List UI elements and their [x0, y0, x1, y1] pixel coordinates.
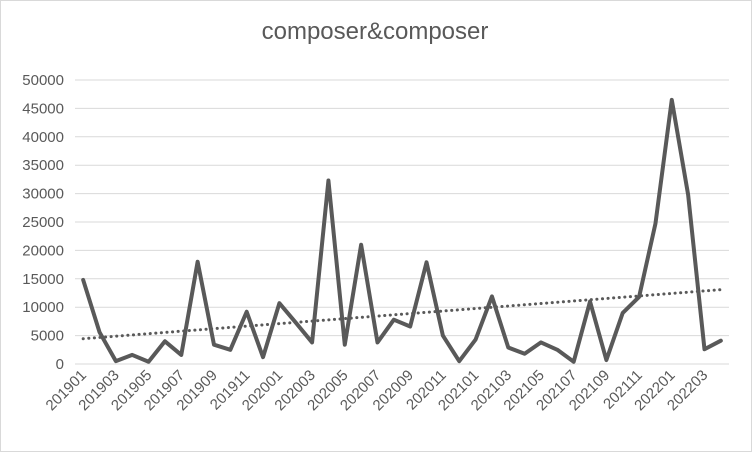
data-point	[408, 325, 412, 329]
data-point	[457, 359, 461, 363]
data-point	[604, 358, 608, 362]
data-point	[114, 359, 118, 363]
data-point	[196, 260, 200, 264]
y-tick-label: 50000	[22, 72, 64, 89]
data-point	[441, 334, 445, 338]
data-point	[163, 339, 167, 343]
data-point	[130, 353, 134, 357]
data-point	[245, 310, 249, 314]
data-point	[686, 193, 690, 197]
x-axis-tick-labels: 2019012019032019052019072019092019112020…	[43, 367, 712, 414]
data-point	[670, 98, 674, 102]
y-tick-label: 35000	[22, 157, 64, 174]
data-point	[359, 243, 363, 247]
y-tick-label: 0	[56, 356, 64, 373]
data-point	[588, 300, 592, 304]
data-point	[621, 311, 625, 315]
trendline	[81, 288, 723, 341]
data-point	[392, 318, 396, 322]
y-tick-label: 30000	[22, 186, 64, 203]
data-point	[572, 360, 576, 364]
y-tick-label: 25000	[22, 214, 64, 231]
data-point	[147, 360, 151, 364]
data-point	[326, 179, 330, 183]
chart-title: composer&composer	[261, 18, 489, 45]
y-tick-label: 15000	[22, 271, 64, 288]
data-point	[490, 294, 494, 298]
data-point	[653, 222, 657, 226]
data-point	[98, 330, 102, 334]
data-point	[81, 278, 85, 282]
data-point	[179, 353, 183, 357]
series-line	[81, 97, 723, 364]
data-point	[261, 355, 265, 359]
data-point	[506, 346, 510, 350]
data-point	[212, 343, 216, 347]
gridlines	[75, 79, 729, 337]
data-point	[343, 343, 347, 347]
data-point	[310, 340, 314, 344]
data-point	[637, 295, 641, 299]
y-tick-label: 5000	[31, 328, 64, 345]
data-point	[474, 338, 478, 342]
data-point	[539, 340, 543, 344]
data-point	[719, 339, 723, 343]
data-point	[425, 260, 429, 264]
data-point	[228, 348, 232, 352]
data-point	[702, 347, 706, 351]
data-point	[294, 321, 298, 325]
data-point	[277, 301, 281, 305]
y-tick-label: 40000	[22, 129, 64, 146]
y-tick-label: 10000	[22, 299, 64, 316]
data-point	[375, 340, 379, 344]
y-tick-label: 45000	[22, 100, 64, 117]
y-tick-label: 20000	[22, 242, 64, 259]
data-point	[523, 352, 527, 356]
data-point	[555, 348, 559, 352]
y-axis-tick-labels: 0 5000 10000 15000 20000 25000 30000 35000 40000…	[22, 72, 64, 373]
